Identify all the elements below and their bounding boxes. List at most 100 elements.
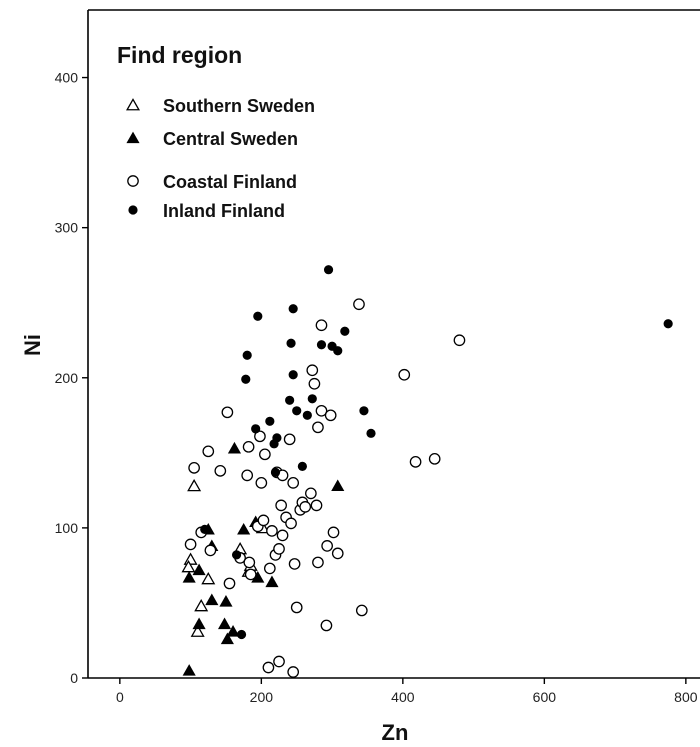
point-inland-finland <box>286 338 296 348</box>
point-coastal-finland <box>327 526 340 539</box>
point-central-sweden <box>226 625 240 637</box>
point-inland-finland <box>272 433 282 443</box>
point-coastal-finland <box>355 604 368 617</box>
point-coastal-finland <box>204 544 217 557</box>
x-tick-label: 600 <box>533 689 557 705</box>
point-inland-finland <box>253 311 263 321</box>
point-central-sweden <box>227 441 242 454</box>
ticks-layer: 0 200 400 600 800 0 100 200 300 400 <box>55 70 698 705</box>
point-inland-finland <box>307 394 317 404</box>
point-southern-sweden <box>187 478 202 492</box>
y-tick-label: 400 <box>55 70 79 86</box>
point-inland-finland <box>316 340 327 350</box>
x-tick-label: 400 <box>391 689 415 705</box>
point-coastal-finland <box>266 525 278 537</box>
point-coastal-finland <box>214 464 227 477</box>
point-inland-finland <box>302 410 312 420</box>
point-central-sweden <box>182 664 196 676</box>
point-coastal-finland <box>428 452 441 465</box>
legend-label-southern-sweden: Southern Sweden <box>163 96 315 116</box>
point-southern-sweden <box>181 559 196 573</box>
point-inland-finland <box>285 395 295 405</box>
point-coastal-finland <box>202 445 215 458</box>
point-inland-finland <box>292 406 302 416</box>
y-tick-label: 0 <box>70 670 78 686</box>
point-central-sweden <box>265 575 279 588</box>
point-coastal-finland <box>315 319 328 332</box>
point-coastal-finland <box>287 666 300 678</box>
point-coastal-finland <box>273 543 285 555</box>
point-coastal-finland <box>221 406 234 419</box>
point-central-sweden <box>205 593 219 606</box>
point-central-sweden <box>217 617 232 630</box>
point-coastal-finland <box>242 440 255 453</box>
point-coastal-finland <box>453 334 466 347</box>
point-coastal-finland <box>275 499 288 512</box>
point-coastal-finland <box>331 547 344 560</box>
point-coastal-finland <box>223 577 236 590</box>
point-inland-finland <box>663 319 673 329</box>
point-coastal-finland <box>257 514 270 527</box>
point-central-sweden <box>192 617 206 630</box>
x-tick-label: 0 <box>116 689 124 705</box>
point-inland-finland <box>270 467 281 477</box>
point-coastal-finland <box>299 501 312 513</box>
point-inland-finland <box>333 346 343 356</box>
point-coastal-finland <box>188 461 200 474</box>
legend-marker-central-sweden <box>126 131 140 144</box>
x-axis-title: Zn <box>382 720 409 745</box>
point-central-sweden <box>219 595 233 607</box>
point-coastal-finland <box>353 298 365 311</box>
point-coastal-finland <box>283 433 296 446</box>
legend-title: Find region <box>117 42 242 68</box>
point-southern-sweden <box>194 599 209 612</box>
point-southern-sweden <box>201 572 216 585</box>
plot-frame <box>87 9 700 679</box>
point-inland-finland <box>359 406 369 416</box>
point-coastal-finland <box>306 364 319 377</box>
point-inland-finland <box>340 326 350 336</box>
point-coastal-finland <box>288 558 301 570</box>
points-layer <box>181 265 673 678</box>
point-coastal-finland <box>324 409 337 422</box>
legend: Find region Southern Sweden Central Swede… <box>117 42 315 221</box>
point-coastal-finland <box>263 562 276 575</box>
point-central-sweden <box>237 522 251 535</box>
x-tick-label: 800 <box>674 689 698 705</box>
point-coastal-finland <box>276 529 289 542</box>
point-coastal-finland <box>312 421 324 434</box>
point-central-sweden <box>220 632 234 645</box>
legend-marker-inland-finland <box>128 205 138 215</box>
point-coastal-finland <box>287 477 300 489</box>
point-coastal-finland <box>320 619 333 632</box>
point-inland-finland <box>288 370 298 380</box>
point-coastal-finland <box>254 430 266 443</box>
point-coastal-finland <box>398 368 411 381</box>
y-tick-label: 300 <box>55 220 79 236</box>
point-coastal-finland <box>244 568 257 581</box>
point-central-sweden <box>192 563 206 576</box>
point-coastal-finland <box>273 655 285 668</box>
point-coastal-finland <box>184 538 197 551</box>
point-coastal-finland <box>290 601 303 614</box>
point-coastal-finland <box>241 469 254 482</box>
legend-marker-southern-sweden <box>126 98 140 111</box>
point-inland-finland <box>288 304 298 314</box>
point-coastal-finland <box>409 455 422 468</box>
legend-label-inland-finland: Inland Finland <box>163 201 285 221</box>
point-coastal-finland <box>285 517 297 530</box>
legend-label-central-sweden: Central Sweden <box>163 129 298 149</box>
legend-marker-coastal-finland <box>127 175 139 187</box>
point-coastal-finland <box>243 556 256 569</box>
point-inland-finland <box>265 416 275 426</box>
point-southern-sweden <box>190 624 205 637</box>
point-coastal-finland <box>315 404 328 417</box>
point-inland-finland <box>231 550 242 560</box>
point-central-sweden <box>331 479 345 492</box>
point-inland-finland <box>242 350 252 360</box>
point-coastal-finland <box>262 661 275 674</box>
point-coastal-finland <box>259 448 271 461</box>
legend-label-coastal-finland: Coastal Finland <box>163 172 297 192</box>
point-coastal-finland <box>321 540 333 552</box>
